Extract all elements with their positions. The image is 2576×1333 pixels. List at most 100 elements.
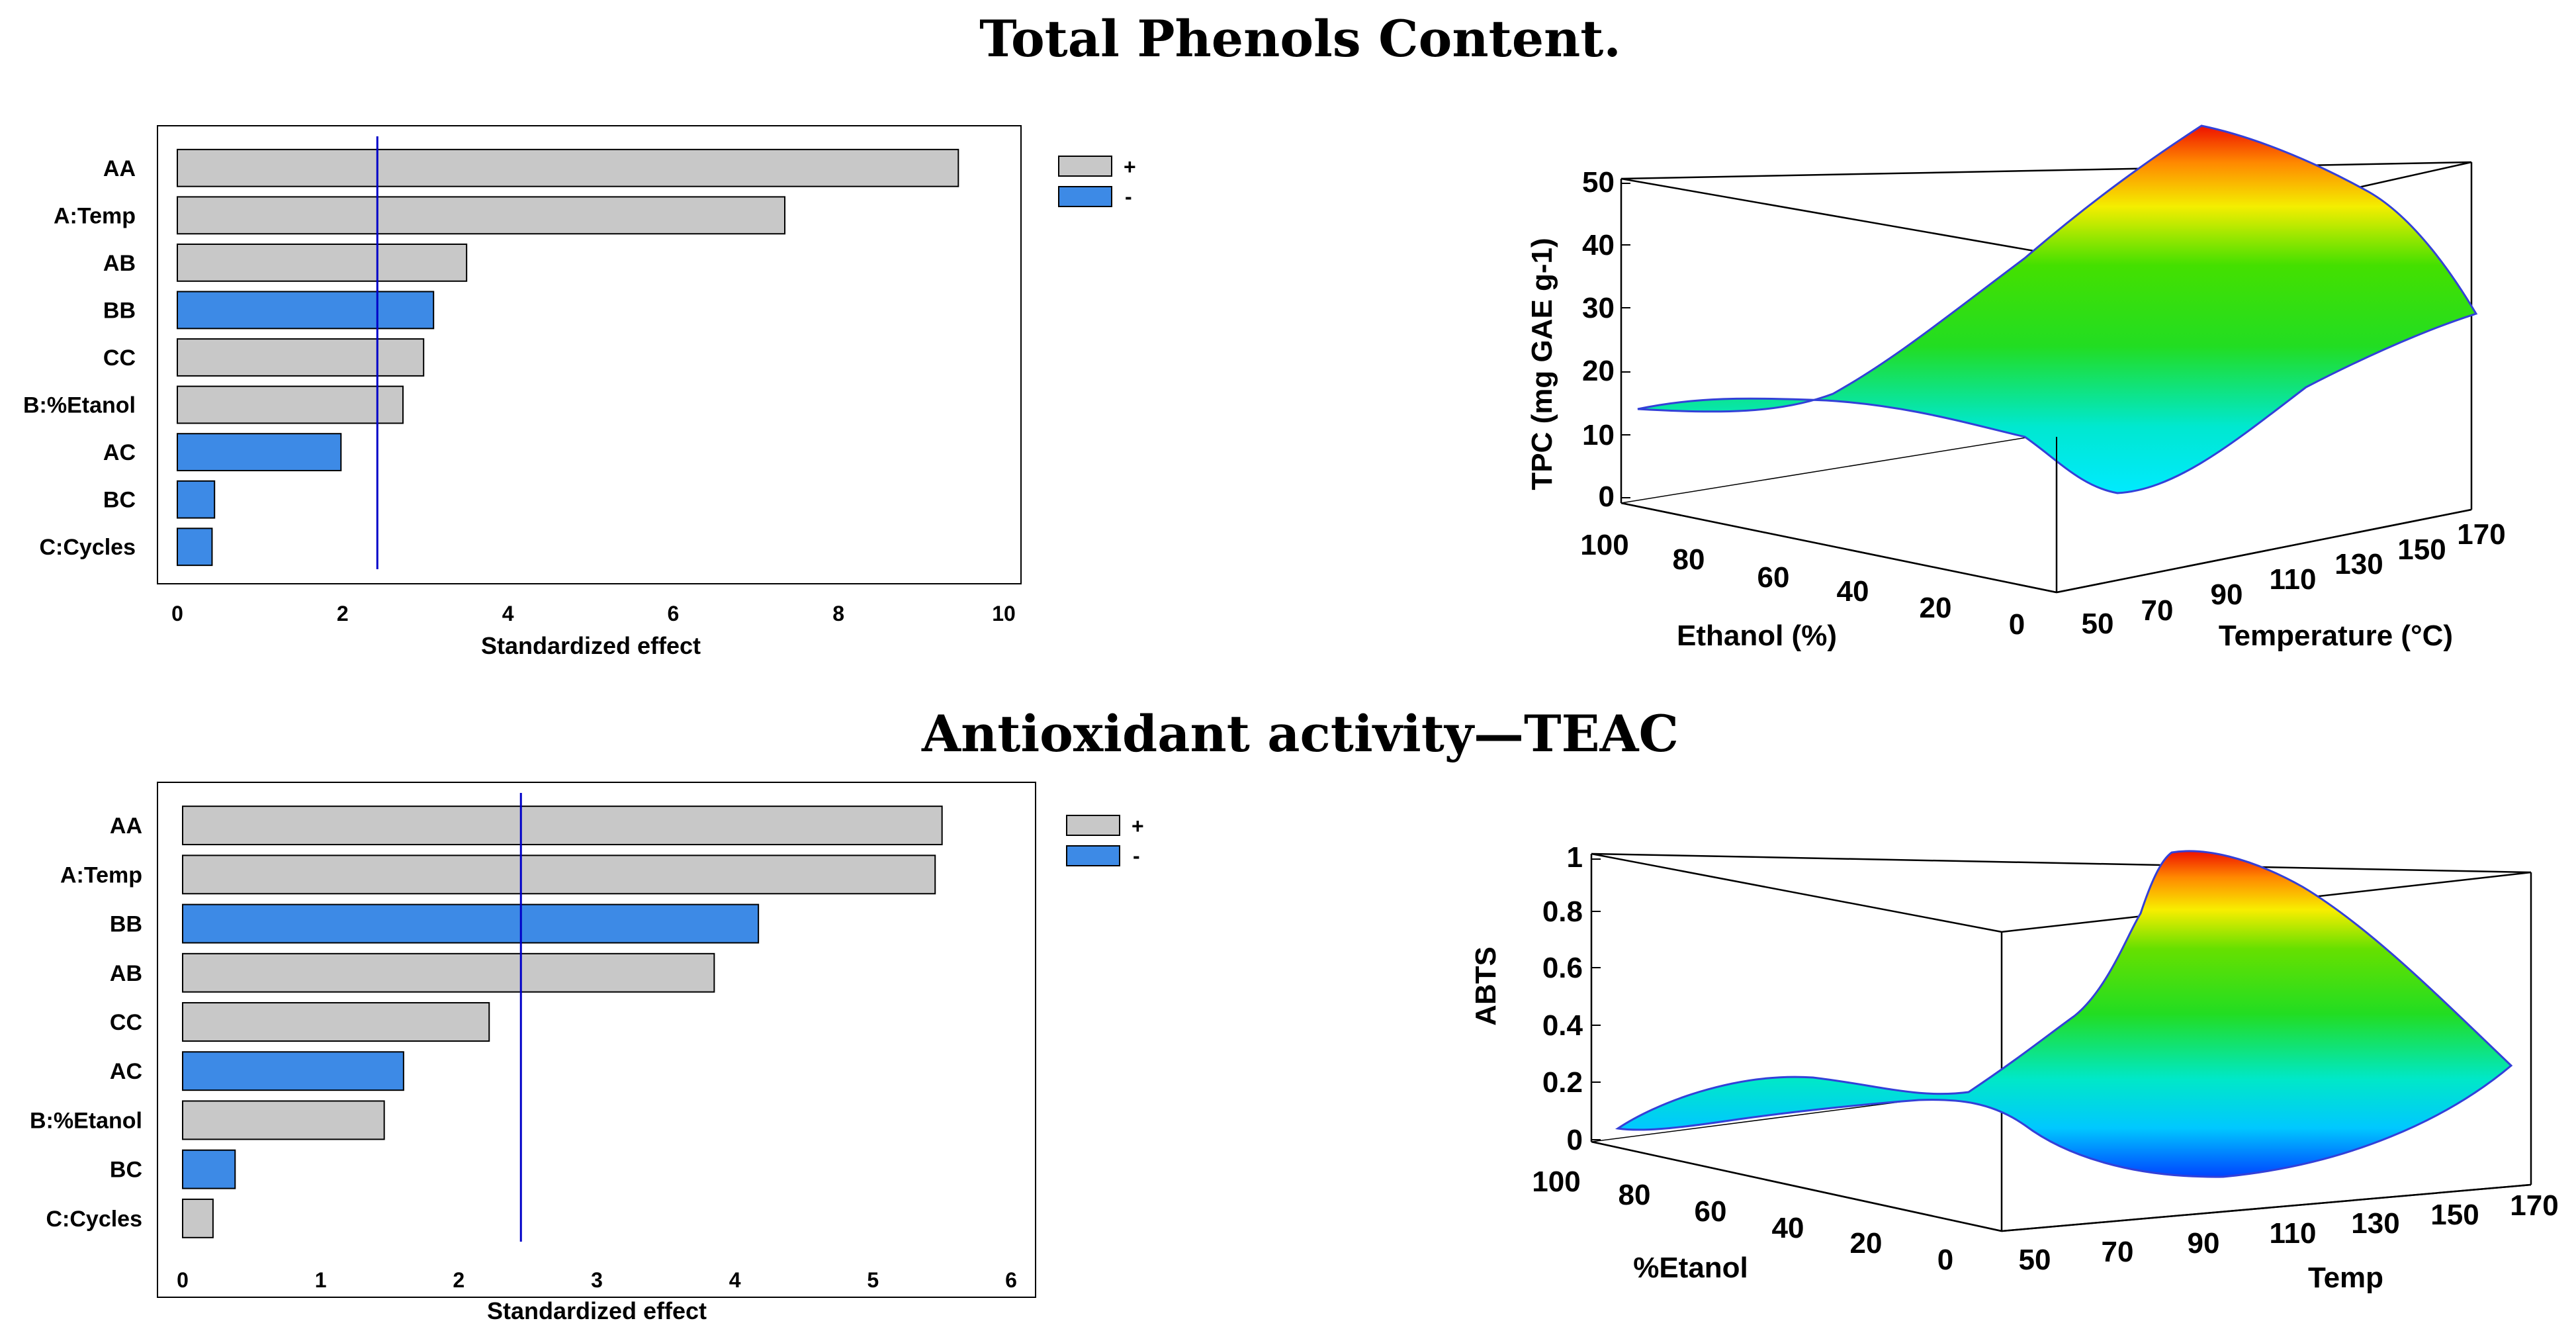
bar-b-etanol [182, 1100, 385, 1140]
y-tick: 60 [1757, 561, 1790, 594]
plot-frame [157, 782, 1036, 1298]
x-tick-labels: 50 70 90 110 130 150 170 [2019, 1189, 2559, 1276]
z-tick: 30 [1582, 292, 1615, 324]
x-tick-label: 6 [668, 602, 680, 625]
z-tick: 10 [1582, 419, 1615, 451]
bar-cc [182, 1002, 490, 1042]
category-label: BB [110, 912, 142, 937]
category-label: C:Cycles [46, 1207, 142, 1232]
z-tick: 20 [1582, 355, 1615, 387]
category-label: A:Temp [60, 862, 142, 888]
z-tick-marks [1621, 183, 1630, 498]
legend-negative-swatch [1058, 186, 1112, 207]
category-label: B:%Etanol [30, 1108, 142, 1133]
category-label: AA [103, 156, 136, 181]
z-tick: 0 [1567, 1124, 1583, 1156]
x-tick-label: 3 [591, 1268, 603, 1292]
y-tick: 80 [1619, 1179, 1651, 1211]
pareto-chart-teac: AA A:Temp BB AB CC AC B:%Etanol BC C:Cycles 0 1 2 3… [30, 782, 1144, 1324]
legend-negative-swatch [1066, 845, 1120, 866]
bar-cc [177, 338, 425, 377]
x-tick-label: 10 [992, 602, 1016, 625]
x-tick-label: 8 [832, 602, 844, 625]
bar-c-cycles [182, 1198, 214, 1238]
y-tick: 100 [1580, 529, 1628, 561]
category-label: AB [110, 961, 142, 986]
z-axis-label: TPC (mg GAE g-1) [1526, 238, 1558, 490]
x-tick-label: 6 [1005, 1268, 1017, 1292]
x-tick-label: 2 [453, 1268, 465, 1292]
z-axis-label: ABTS [1470, 946, 1502, 1026]
legend-positive-label: + [1124, 155, 1136, 179]
x-tick-label: 4 [729, 1268, 741, 1292]
category-label: AC [103, 440, 136, 465]
category-label: CC [110, 1010, 142, 1035]
legend-negative-label: - [1133, 844, 1140, 868]
y-tick: 40 [1837, 575, 1869, 608]
x-ticks: 0 1 2 3 4 5 6 [177, 1268, 1017, 1292]
x-tick-label: 0 [177, 1268, 189, 1292]
box-front-edges [1591, 1140, 2532, 1232]
y-axis-label: %Etanol [1633, 1252, 1748, 1284]
x-tick: 90 [2188, 1227, 2220, 1260]
legend-positive-swatch [1058, 156, 1112, 177]
z-tick-labels: 50 40 30 20 10 0 [1582, 166, 1615, 513]
title-bottom: Antioxidant activity—TEAC [921, 704, 1679, 763]
pareto-chart-tpc: AA A:Temp AB BB CC B:%Etanol AC BC C:Cycles 0 2 4 6… [23, 125, 1136, 659]
x-tick: 170 [2510, 1189, 2558, 1222]
z-tick-labels: 1 0.8 0.6 0.4 0.2 0 [1542, 841, 1583, 1156]
bar-bb [177, 291, 435, 330]
y-tick: 0 [2009, 608, 2025, 641]
y-tick: 60 [1695, 1195, 1727, 1228]
bar-a-temp [182, 854, 936, 895]
category-label: AB [103, 251, 136, 276]
z-tick: 50 [1582, 166, 1615, 199]
x-tick: 110 [2270, 1217, 2317, 1250]
box-front-edges [1621, 437, 2472, 594]
bar-aa [182, 805, 943, 846]
x-tick-label: 5 [867, 1268, 879, 1292]
category-label: A:Temp [54, 203, 136, 228]
x-tick-label: 1 [315, 1268, 327, 1292]
y-tick-labels: 100 80 60 40 20 0 [1532, 1166, 1953, 1276]
x-tick: 70 [2102, 1236, 2134, 1268]
x-tick: 150 [2430, 1199, 2479, 1231]
x-tick: 150 [2397, 533, 2446, 566]
bar-c-cycles [177, 528, 213, 567]
z-tick-marks [1591, 858, 1601, 1140]
category-labels: AA A:Temp BB AB CC AC B:%Etanol BC C:Cycles [30, 813, 142, 1232]
x-axis-label: Temperature (°C) [2219, 620, 2453, 652]
surface-plot-abts: 1 0.8 0.6 0.4 0.2 0 ABTS 100 80 60 40 20… [1470, 841, 2559, 1294]
x-axis-label: Temp [2308, 1262, 2383, 1294]
bars-group [177, 148, 959, 567]
x-tick-label: 0 [171, 602, 183, 625]
category-label: AC [110, 1059, 142, 1084]
plot-frame [157, 125, 1022, 584]
x-tick: 50 [2082, 608, 2114, 640]
legend: + - [1058, 155, 1136, 208]
bar-ab [182, 952, 715, 993]
z-tick: 0.4 [1542, 1009, 1583, 1042]
x-tick: 170 [2457, 518, 2505, 551]
x-tick: 90 [2211, 578, 2243, 611]
y-tick: 80 [1673, 543, 1705, 576]
category-label: BC [103, 488, 136, 513]
category-label: BB [103, 298, 136, 323]
title-top: Total Phenols Content. [979, 9, 1621, 68]
z-tick: 1 [1567, 841, 1583, 874]
x-axis-label: Standardized effect [481, 632, 701, 659]
z-tick: 0.6 [1542, 952, 1583, 984]
legend: + - [1066, 814, 1144, 868]
surface-plot-tpc: 50 40 30 20 10 0 TPC (mg GAE g-1) 100 80… [1526, 124, 2506, 652]
bar-a-temp [177, 196, 786, 235]
category-label: AA [110, 813, 142, 839]
x-tick-labels: 50 70 90 110 130 150 170 [2082, 518, 2506, 640]
y-tick-labels: 100 80 60 40 20 0 [1580, 529, 2025, 641]
bar-bc [182, 1149, 236, 1189]
category-label: CC [103, 345, 136, 371]
category-label: C:Cycles [39, 535, 136, 560]
x-tick: 110 [2270, 563, 2317, 596]
y-axis-label: Ethanol (%) [1677, 620, 1837, 652]
bar-bc [177, 480, 216, 519]
